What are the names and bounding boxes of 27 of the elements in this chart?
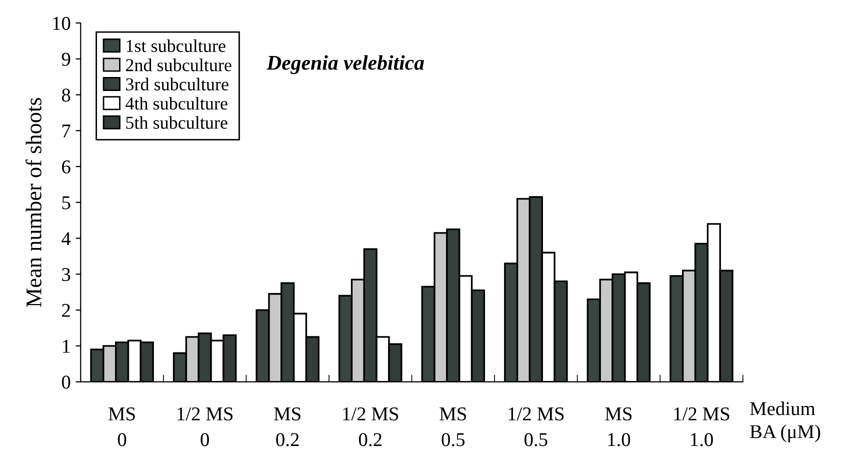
- legend-label: 1st subculture: [126, 39, 226, 52]
- y-tick-label: 7: [62, 124, 70, 138]
- legend-label: 3rd subculture: [126, 78, 228, 90]
- y-tick-label: 9: [62, 52, 70, 66]
- y-tick-label: 1: [62, 340, 70, 353]
- y-tick-label: 8: [62, 88, 70, 102]
- x-tick-label: 1/2 MS 0.2: [343, 407, 398, 446]
- x-tick-label: MS 0.5: [440, 407, 466, 446]
- y-tick-label: 3: [62, 268, 70, 282]
- y-tick-label: 0: [62, 376, 70, 389]
- y-tick-label: 6: [62, 160, 70, 174]
- x-tick-label: 1/2 MS 0: [178, 407, 233, 446]
- text: Degenia velebitica: [266, 55, 424, 74]
- y-tick-label: 2: [62, 304, 70, 317]
- x-tick-label: 1/2 MS 1.0: [674, 407, 730, 446]
- legend-label: 2nd subculture: [126, 58, 232, 72]
- y-tick-label: 5: [62, 196, 70, 210]
- x-tick-label: 1/2 MS 0.5: [508, 407, 564, 446]
- legend-label: 5th subculture: [126, 116, 228, 129]
- y-tick-label: 10: [53, 16, 70, 30]
- x-axis-title: Medium BA (μM): [750, 402, 820, 442]
- y-tick-label: 4: [62, 232, 71, 246]
- x-tick-label: MS 0.2: [274, 407, 300, 446]
- y-axis-title: Mean number of shoots: [26, 98, 42, 307]
- legend-label: 4th subculture: [126, 96, 228, 110]
- x-tick-label: MS 1.0: [605, 407, 632, 446]
- x-tick-label: MS 0: [108, 407, 135, 446]
